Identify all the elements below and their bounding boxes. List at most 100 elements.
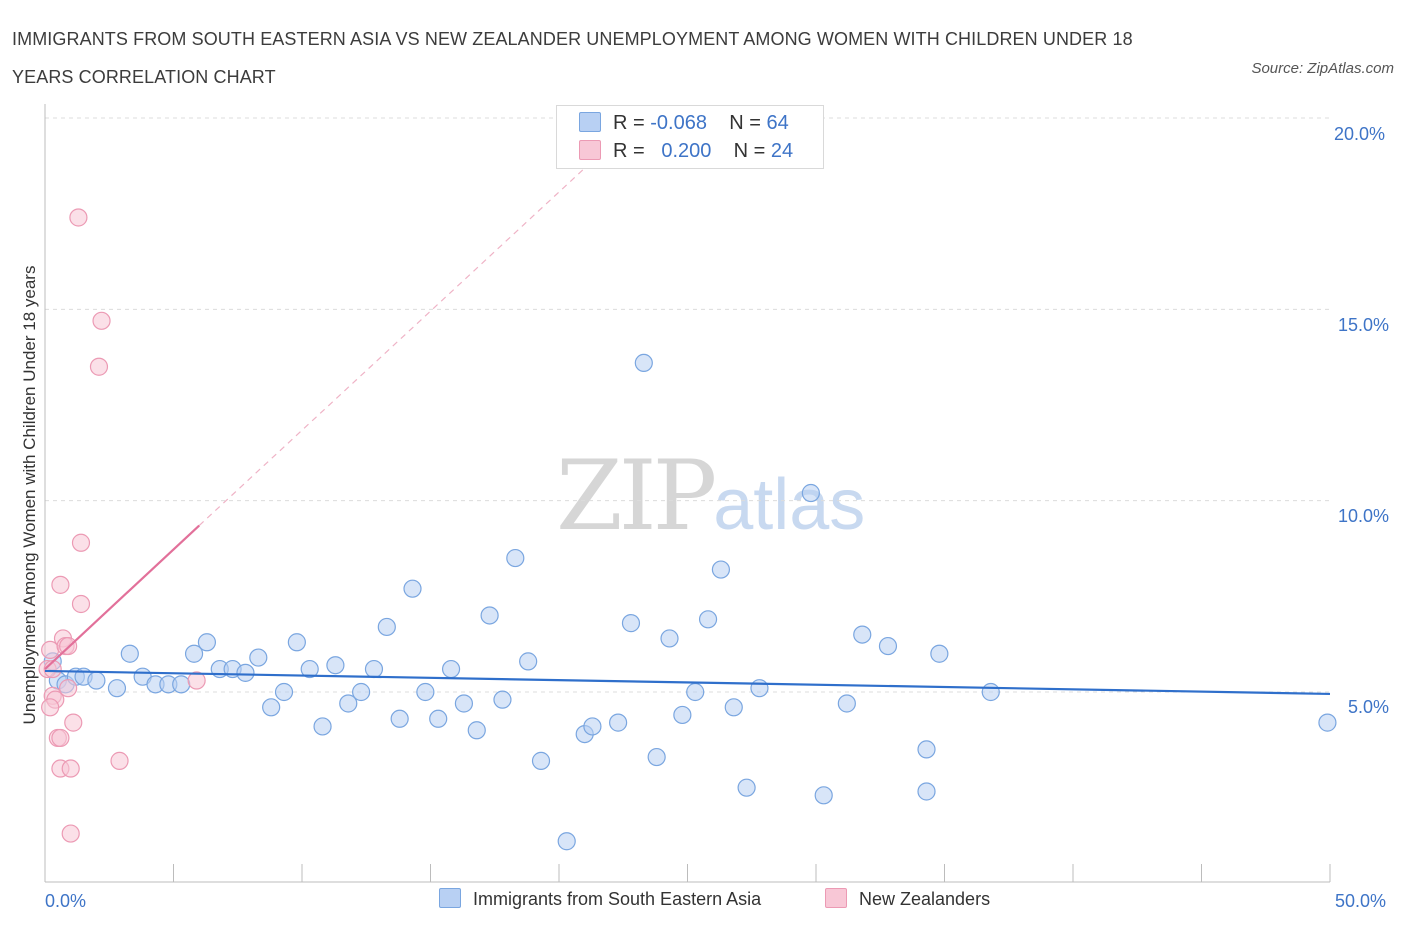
point-new-zealanders-7 (51, 728, 70, 748)
legend-label-new-zealanders: New Zealanders (859, 889, 991, 909)
point-new-zealanders-22 (110, 751, 129, 770)
point-immigrants-52 (724, 698, 743, 717)
point-immigrants-62 (930, 644, 949, 663)
legend-row-blue: R = -0.068 N = 64 (579, 112, 789, 138)
chart-title: IMMIGRANTS FROM SOUTH EASTERN ASIA VS NE… (12, 29, 1133, 87)
point-immigrants-33 (454, 694, 474, 713)
point-immigrants-38 (519, 652, 538, 671)
point-immigrants-5 (87, 671, 106, 690)
point-new-zealanders-15 (61, 759, 80, 778)
point-immigrants-29 (403, 579, 422, 598)
legend-n-value-pink: 24 (770, 140, 794, 162)
point-immigrants-31 (429, 709, 448, 728)
legend-row-pink: R = 0.200 N = 24 (579, 140, 793, 166)
legend-r-label: R = (613, 140, 645, 162)
point-new-zealanders-20 (92, 311, 111, 330)
legend-item-new-zealanders: New Zealanders (825, 888, 990, 910)
x-tick-label-max: 50.0% (1335, 891, 1387, 911)
point-immigrants-43 (609, 713, 628, 732)
point-immigrants-21 (300, 659, 319, 679)
y-tick-label-10: 10.0% (1338, 506, 1390, 526)
point-immigrants-20 (287, 633, 306, 652)
point-immigrants-56 (814, 786, 833, 805)
point-new-zealanders-19 (71, 533, 91, 552)
point-immigrants-54 (750, 679, 769, 698)
point-immigrants-44 (621, 614, 641, 633)
point-immigrants-34 (467, 721, 486, 740)
point-new-zealanders-14 (64, 713, 83, 732)
point-immigrants-61 (917, 782, 936, 801)
point-immigrants-23 (326, 656, 345, 675)
trendline-new-zealanders (44, 524, 200, 670)
y-tick-label-20: 20.0% (1334, 124, 1386, 144)
point-immigrants-53 (737, 778, 756, 797)
point-new-zealanders-23 (187, 671, 206, 690)
point-immigrants-24 (339, 694, 358, 713)
point-immigrants-7 (120, 644, 139, 663)
point-immigrants-48 (673, 705, 692, 725)
point-new-zealanders-11 (59, 679, 78, 698)
watermark: ZIPatlas (556, 440, 865, 552)
point-immigrants-28 (390, 709, 409, 728)
legend-r-value-pink: 0.200 (661, 140, 712, 162)
watermark-atlas: atlas (713, 465, 866, 545)
legend-swatch-new-zealanders (825, 888, 847, 908)
x-tick-label-min: 0.0% (45, 891, 87, 911)
legend-n-label: N = (729, 112, 761, 134)
point-new-zealanders-13 (61, 824, 80, 843)
watermark-zip: ZIP (556, 440, 717, 552)
point-immigrants-25 (352, 682, 371, 702)
point-new-zealanders-21 (89, 357, 109, 376)
point-immigrants-35 (480, 606, 499, 625)
legend-r-value-blue: -0.068 (650, 112, 707, 134)
legend-swatch-immigrants (439, 888, 461, 908)
point-immigrants-37 (506, 548, 525, 568)
y-tick-label-15: 15.0% (1338, 315, 1390, 335)
legend-n-label: N = (733, 140, 766, 162)
point-immigrants-58 (853, 625, 872, 644)
point-immigrants-11 (172, 675, 191, 694)
legend-swatch-blue (579, 112, 601, 132)
legend-n-value-blue: 64 (766, 112, 789, 134)
point-immigrants-60 (917, 740, 936, 759)
point-new-zealanders-17 (69, 208, 88, 227)
point-immigrants-27 (377, 617, 396, 637)
point-immigrants-19 (274, 682, 294, 702)
legend-item-immigrants: Immigrants from South Eastern Asia (439, 888, 761, 910)
point-immigrants-22 (313, 717, 332, 736)
point-immigrants-47 (660, 629, 679, 648)
y-tick-label-5: 5.0% (1348, 697, 1390, 717)
point-immigrants-6 (107, 679, 127, 698)
correlation-legend: R = -0.068 N = 64 R = 0.200 N = 24 (556, 105, 824, 169)
trendline-new-zealanders-extension (198, 155, 598, 526)
legend-label-immigrants: Immigrants from South Eastern Asia (473, 889, 762, 909)
point-new-zealanders-18 (71, 594, 91, 614)
point-immigrants-39 (531, 751, 551, 770)
point-new-zealanders-16 (51, 575, 70, 594)
point-immigrants-16 (236, 663, 255, 682)
point-immigrants-55 (801, 483, 820, 503)
point-immigrants-26 (364, 659, 384, 679)
point-immigrants-42 (583, 717, 602, 736)
point-immigrants-32 (441, 659, 461, 679)
trendline-immigrants (44, 669, 1331, 696)
point-immigrants-46 (647, 747, 666, 767)
point-immigrants-12 (184, 644, 204, 663)
point-immigrants-64 (1318, 713, 1337, 732)
point-immigrants-40 (557, 832, 576, 851)
point-immigrants-13 (197, 633, 217, 652)
point-immigrants-50 (698, 610, 718, 629)
legend-swatch-pink (579, 140, 601, 160)
point-immigrants-63 (981, 682, 1000, 702)
point-immigrants-51 (711, 560, 731, 579)
point-immigrants-30 (416, 682, 435, 702)
y-axis-label: Unemployment Among Women with Children U… (20, 265, 39, 725)
point-immigrants-45 (634, 353, 653, 373)
point-immigrants-36 (493, 690, 512, 709)
point-immigrants-17 (249, 648, 268, 667)
source-label: Source: ZipAtlas.com (1251, 60, 1394, 77)
point-immigrants-59 (878, 636, 898, 656)
point-immigrants-49 (686, 682, 705, 702)
legend-r-label: R = (613, 112, 645, 134)
point-immigrants-57 (837, 694, 856, 713)
